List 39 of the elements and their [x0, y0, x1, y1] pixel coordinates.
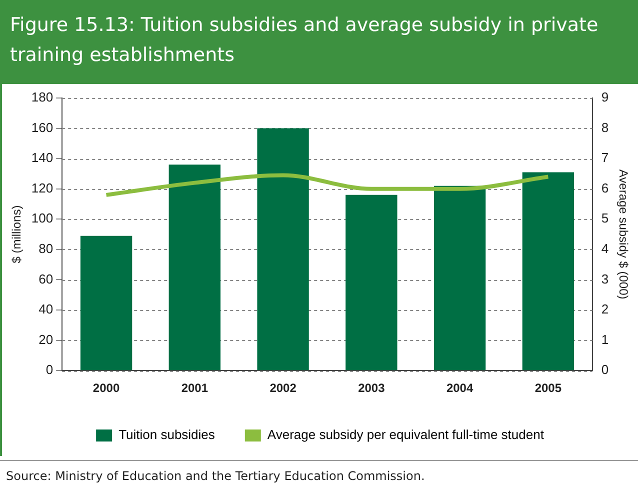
y-tick-label: 180	[31, 90, 54, 105]
y-tick-label: 20	[38, 332, 54, 347]
y2-tick-label: 5	[601, 210, 609, 226]
legend-label: Tuition subsidies	[118, 427, 216, 442]
y2-tick-label: 7	[601, 150, 609, 166]
y-tick-label: 140	[31, 150, 54, 166]
x-tick-label: 2000	[92, 381, 120, 396]
y2-tick-label: 2	[601, 302, 609, 317]
y-tick-label: 0	[46, 362, 54, 378]
legend-label: Average subsidy per equivalent full-time student	[267, 427, 544, 442]
y-tick-label: 80	[38, 241, 54, 256]
y2-tick-label: 3	[601, 271, 609, 286]
y-tick-label: 60	[38, 271, 54, 286]
y-tick-label: 160	[31, 120, 54, 135]
x-tick-label: 2002	[270, 381, 297, 396]
y2-tick-label: 8	[601, 120, 609, 135]
y2-tick-label: 6	[601, 180, 609, 196]
y2-axis-title: Average subsidy $ (000)	[616, 169, 630, 300]
line-series	[104, 173, 550, 197]
bar	[168, 164, 221, 370]
y-axis-title: $ (millions)	[10, 205, 24, 264]
y2-tick-label: 0	[601, 362, 609, 378]
x-tick-label: 2003	[358, 381, 386, 396]
bar	[434, 186, 486, 370]
y-tick-label: 100	[31, 210, 54, 226]
y2-tick-label: 9	[601, 90, 609, 105]
y2-tick-label: 1	[601, 332, 609, 347]
x-tick-label: 2005	[534, 381, 562, 396]
chart-title: Figure 15.13: Tuition subsidies and average subsidy in private training establishments	[0, 0, 638, 84]
x-tick-label: 2001	[181, 381, 208, 396]
y-tick-label: 40	[38, 302, 54, 317]
y2-tick-label: 4	[601, 241, 609, 256]
bar	[257, 128, 309, 370]
source-note: Source: Ministry of Education and the Tertiary Education Commission.	[0, 460, 638, 488]
bar	[346, 194, 398, 370]
bar	[522, 172, 574, 370]
y-tick-label: 120	[31, 180, 54, 196]
bar	[80, 236, 132, 370]
x-tick-label: 2004	[446, 381, 474, 396]
